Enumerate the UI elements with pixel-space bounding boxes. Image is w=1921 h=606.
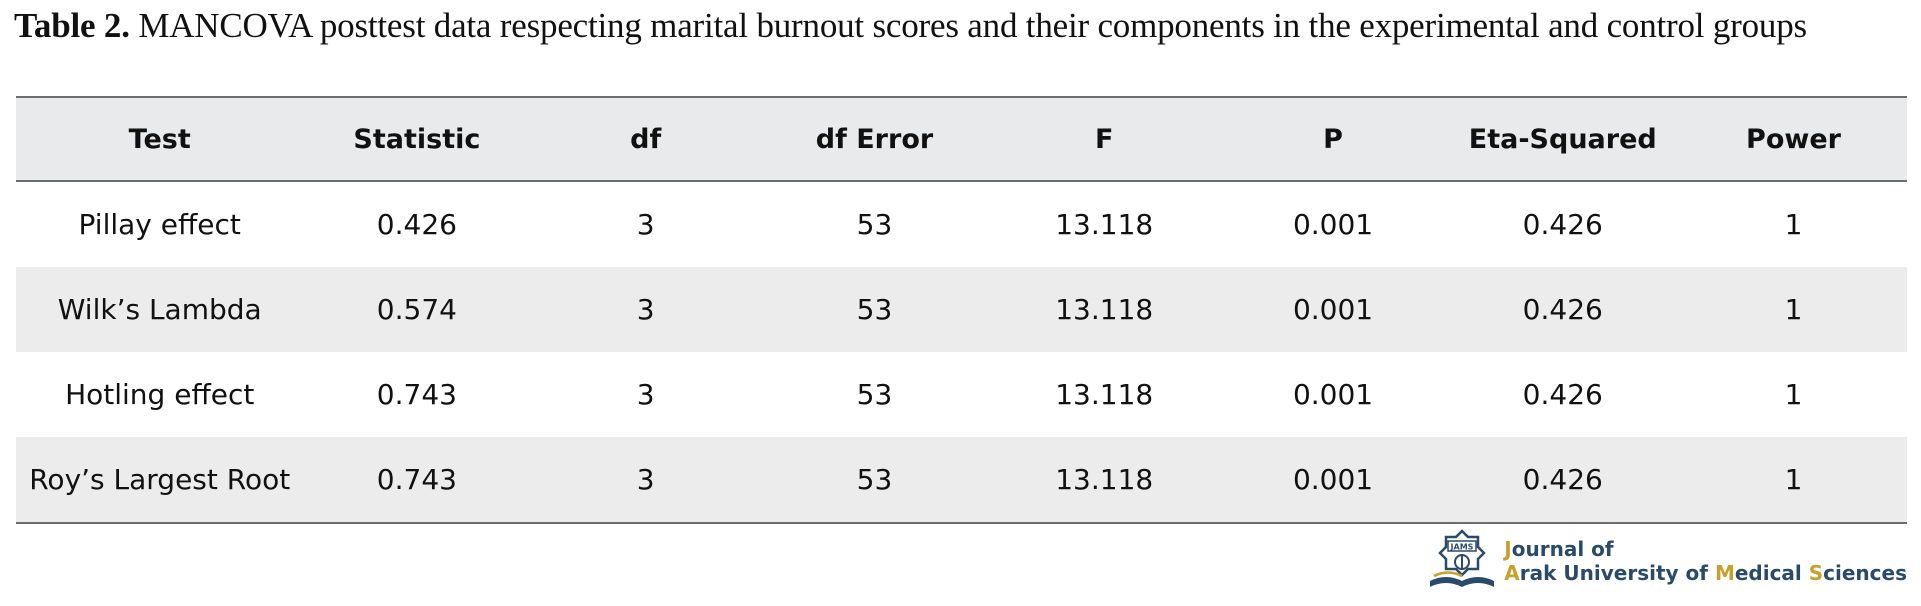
cell-power: 1 — [1784, 208, 1803, 241]
cell-test: Wilk’s Lambda — [57, 293, 262, 326]
cell-statistic: 0.574 — [376, 293, 457, 326]
journal-emblem-icon: JAMS — [1430, 529, 1495, 587]
header-p: P — [1323, 123, 1343, 155]
cell-df-error: 53 — [856, 378, 893, 411]
table-caption-label: Table 2. — [14, 6, 130, 45]
cell-power: 1 — [1784, 463, 1803, 496]
cell-power: 1 — [1784, 293, 1803, 326]
data-table-container: Test Statistic df df Error F P Eta-Squar… — [16, 96, 1907, 524]
cell-df: 3 — [636, 208, 655, 241]
cell-f: 13.118 — [1055, 293, 1154, 326]
cell-df: 3 — [636, 463, 655, 496]
cell-eta-squared: 0.426 — [1522, 208, 1603, 241]
cell-df-error: 53 — [856, 208, 893, 241]
header-eta-squared: Eta-Squared — [1468, 123, 1657, 155]
mancova-table: Test Statistic df df Error F P Eta-Squar… — [16, 96, 1907, 524]
cell-f: 13.118 — [1055, 378, 1154, 411]
cell-p: 0.001 — [1292, 293, 1374, 326]
cell-test: Hotling effect — [65, 378, 255, 411]
cell-f: 13.118 — [1055, 463, 1154, 496]
cell-df-error: 53 — [856, 293, 893, 326]
journal-name: Journal of Arak University of Medical Sc… — [1504, 537, 1907, 585]
cell-eta-squared: 0.426 — [1522, 463, 1603, 496]
journal-logo: JAMS Journal of Arak University of Medic… — [1426, 528, 1907, 594]
journal-name-line2: Arak University of Medical Sciences — [1504, 561, 1907, 585]
table-row: Roy’s Largest Root 0.743 3 53 13.118 0.0… — [16, 437, 1907, 523]
table-row: Pillay effect 0.426 3 53 13.118 0.001 0.… — [16, 181, 1907, 267]
header-test: Test — [128, 123, 191, 155]
table-caption: Table 2. MANCOVA posttest data respectin… — [14, 6, 1807, 46]
table-header-row: Test Statistic df df Error F P Eta-Squar… — [16, 97, 1907, 181]
table-caption-text: MANCOVA posttest data respecting marital… — [129, 6, 1807, 45]
cell-power: 1 — [1784, 378, 1803, 411]
table-row: Wilk’s Lambda 0.574 3 53 13.118 0.001 0.… — [16, 267, 1907, 352]
cell-df: 3 — [636, 378, 655, 411]
header-statistic: Statistic — [353, 123, 481, 155]
cell-eta-squared: 0.426 — [1522, 378, 1603, 411]
cell-statistic: 0.426 — [376, 208, 457, 241]
table-row: Hotling effect 0.743 3 53 13.118 0.001 0… — [16, 352, 1907, 437]
cell-df-error: 53 — [856, 463, 893, 496]
cell-p: 0.001 — [1292, 378, 1374, 411]
cell-test: Pillay effect — [78, 208, 241, 241]
emblem-text: JAMS — [1450, 543, 1474, 552]
header-df: df — [630, 123, 662, 155]
cell-statistic: 0.743 — [376, 378, 457, 411]
header-power: Power — [1746, 123, 1841, 155]
cell-df: 3 — [636, 293, 655, 326]
cell-statistic: 0.743 — [376, 463, 457, 496]
cell-p: 0.001 — [1292, 208, 1374, 241]
cell-test: Roy’s Largest Root — [29, 463, 291, 496]
header-df-error: df Error — [815, 123, 934, 155]
cell-p: 0.001 — [1292, 463, 1374, 496]
cell-eta-squared: 0.426 — [1522, 293, 1603, 326]
journal-name-line1: Journal of — [1504, 537, 1614, 561]
cell-f: 13.118 — [1055, 208, 1154, 241]
header-f: F — [1095, 123, 1114, 155]
